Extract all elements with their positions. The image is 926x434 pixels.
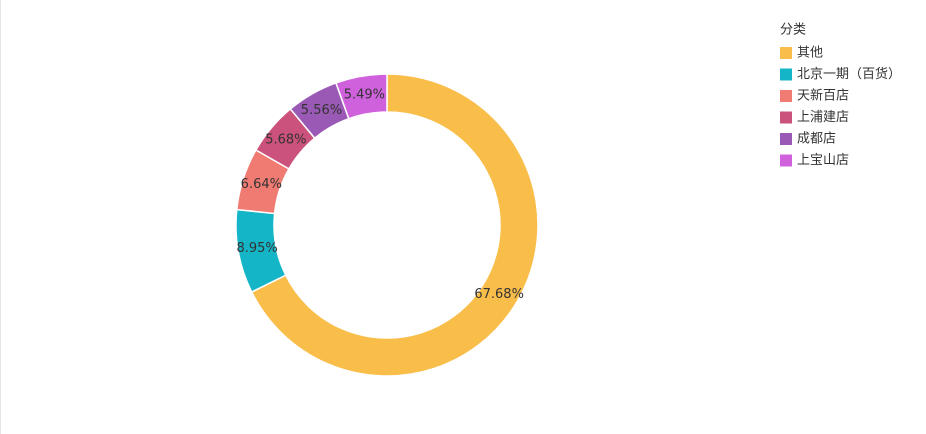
legend-label: 其他 bbox=[797, 46, 823, 61]
legend-label: 北京一期（百货） bbox=[797, 66, 901, 82]
legend-label: 成都店 bbox=[797, 132, 836, 147]
slice bbox=[334, 73, 388, 120]
slice-label: 8.95% bbox=[236, 241, 277, 256]
slice-label: 5.56% bbox=[301, 103, 342, 118]
legend-title: 分类 bbox=[780, 23, 806, 38]
legend-label: 天新百店 bbox=[797, 88, 849, 104]
legend-swatch bbox=[780, 47, 792, 59]
slice-label: 6.64% bbox=[241, 177, 282, 192]
slice bbox=[250, 73, 539, 377]
legend-label: 上宝山店 bbox=[797, 153, 849, 168]
legend-swatch bbox=[780, 154, 792, 167]
legend-swatch bbox=[780, 90, 792, 102]
legend-swatch bbox=[780, 133, 792, 145]
slice-label: 5.49% bbox=[344, 87, 385, 102]
legend-swatch bbox=[780, 68, 792, 81]
legend-label: 上浦建店 bbox=[797, 110, 849, 125]
slice-label: 67.68% bbox=[474, 287, 524, 302]
legend-swatch bbox=[780, 111, 792, 124]
slice-label: 5.68% bbox=[265, 133, 306, 148]
